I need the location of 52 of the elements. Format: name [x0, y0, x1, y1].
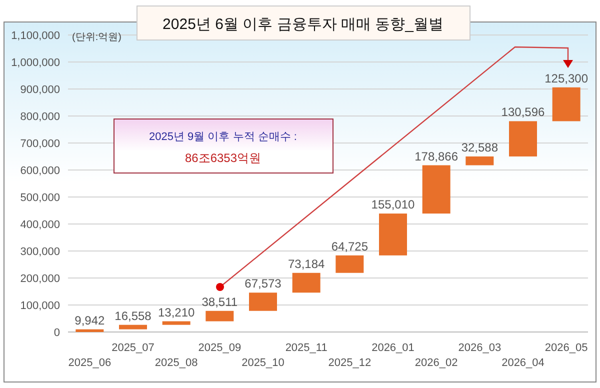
x-tick-label: 2025_06: [68, 357, 112, 369]
y-tick-label: 0: [54, 327, 60, 339]
data-label: 130,596: [501, 105, 546, 120]
x-tick-label: 2026_01: [372, 342, 414, 354]
data-label: 67,573: [244, 276, 282, 291]
y-tick-label: 900,000: [20, 84, 60, 96]
x-tick-label: 2025_10: [242, 357, 284, 369]
x-tick-label: 2026_03: [458, 342, 502, 354]
x-tick-label: 2026_04: [502, 357, 544, 369]
annotation: 2025년 9월 이후 누적 순매수 :: [149, 131, 297, 143]
y-tick-label: 200,000: [20, 273, 60, 285]
y-tick-label: 600,000: [20, 165, 60, 177]
data-label: 178,866: [414, 149, 458, 164]
y-tick-label: 1,100,000: [11, 30, 60, 42]
x-tick-label: 2025_07: [112, 342, 154, 354]
data-label: 38,511: [202, 294, 238, 309]
data-label: 9,942: [74, 313, 106, 328]
x-tick-label: 2025_11: [285, 342, 328, 354]
x-tick-label: 2026_02: [414, 357, 458, 369]
y-tick-label: 500,000: [20, 192, 60, 204]
bar: [552, 87, 580, 122]
y-tick-label: 100,000: [20, 300, 60, 312]
data-label: 155,010: [371, 198, 416, 212]
bar: [206, 310, 234, 322]
y-tick-label: 1,000,000: [11, 57, 60, 69]
bar: [379, 214, 407, 256]
data-label: 32,588: [461, 140, 498, 154]
bar: [76, 329, 104, 332]
x-tick-label: 2025_08: [154, 357, 198, 369]
x-tick-label: 2026_05: [544, 342, 588, 354]
y-tick-label: 300,000: [20, 246, 60, 258]
chart-title: 2025년 6월 이후 금융투자 매매 동향_월별: [162, 16, 444, 33]
bar: [119, 324, 147, 330]
data-label: 13,210: [158, 305, 196, 320]
data-label: 125,300: [544, 71, 588, 86]
bar: [292, 272, 320, 293]
bar: [422, 165, 450, 214]
data-label: 73,184: [288, 256, 326, 271]
bar: [162, 321, 190, 325]
y-tick-label: 800,000: [20, 111, 60, 123]
x-tick-label: 2025_12: [328, 357, 372, 369]
y-tick-label: 700,000: [20, 138, 60, 150]
x-tick-label: 2025_09: [198, 342, 242, 354]
y-tick-label: 400,000: [20, 219, 60, 231]
bar: [336, 255, 364, 273]
bar: [509, 121, 537, 156]
bar: [466, 156, 494, 166]
bar: [249, 292, 277, 311]
data-label: 64,725: [331, 239, 368, 254]
annotation: (단위:억원): [72, 32, 122, 43]
annotation: 86조6353억원: [184, 151, 262, 165]
data-label: 16,558: [114, 308, 152, 323]
